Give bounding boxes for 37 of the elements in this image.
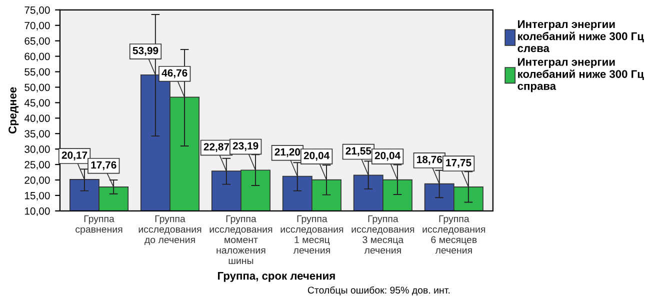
data-label: 18,76 xyxy=(417,156,442,165)
y-tick-label: 45,00 xyxy=(24,99,50,108)
data-label: 20,04 xyxy=(374,152,401,161)
y-tick-label: 70,00 xyxy=(24,22,50,30)
x-tick-label: Группа исследования 6 месяцев лечения xyxy=(422,215,486,254)
y-tick-label: 60,00 xyxy=(24,52,50,62)
y-tick-label: 15,00 xyxy=(24,192,50,201)
data-label: 21,55 xyxy=(346,147,372,156)
data-label: 20,04 xyxy=(304,152,330,161)
y-tick-label: 55,00 xyxy=(24,68,50,77)
legend-label: Интеграл энергии колебаний ниже 300 Гц слева xyxy=(518,20,644,52)
y-tick-label: 35,00 xyxy=(24,130,50,139)
data-label: 20,17 xyxy=(62,151,88,160)
x-tick-label: Группа исследования 1 месяц лечения xyxy=(280,215,344,254)
y-tick-label: 10,00 xyxy=(24,207,50,216)
legend-label: Интеграл энергии колебаний ниже 300 Гц справа xyxy=(518,58,644,92)
text: Столбцы ошибок: 95% дов. инт. xyxy=(308,286,450,296)
y-tick-label: 75,00 xyxy=(24,6,50,16)
x-axis-title: Группа, срок лечения xyxy=(218,272,335,282)
x-tick-label: Группа исследования 3 месяца лечения xyxy=(352,215,414,254)
data-label: 17,75 xyxy=(446,159,472,168)
y-axis-title: Среднее xyxy=(8,87,19,134)
y-tick-label: 25,00 xyxy=(24,161,50,170)
data-label: 23,19 xyxy=(232,142,258,152)
y-tick-label: 20,00 xyxy=(24,176,50,186)
y-tick-label: 30,00 xyxy=(24,146,50,154)
data-label: 46,76 xyxy=(162,69,188,78)
data-label: 22,87 xyxy=(204,143,230,152)
y-tick-label: 50,00 xyxy=(24,84,50,92)
data-label: 21,20 xyxy=(274,148,300,158)
x-tick-label: Группа исследования момент наложения шины xyxy=(210,215,272,264)
y-tick-label: 40,00 xyxy=(24,114,50,124)
x-tick-label: Группа исследования до лечения xyxy=(138,215,202,245)
data-label: 53,99 xyxy=(132,46,158,56)
x-tick-label: Группа сравнения xyxy=(76,215,122,235)
data-label: 17,76 xyxy=(91,161,116,170)
y-tick-label: 65,00 xyxy=(24,37,50,46)
